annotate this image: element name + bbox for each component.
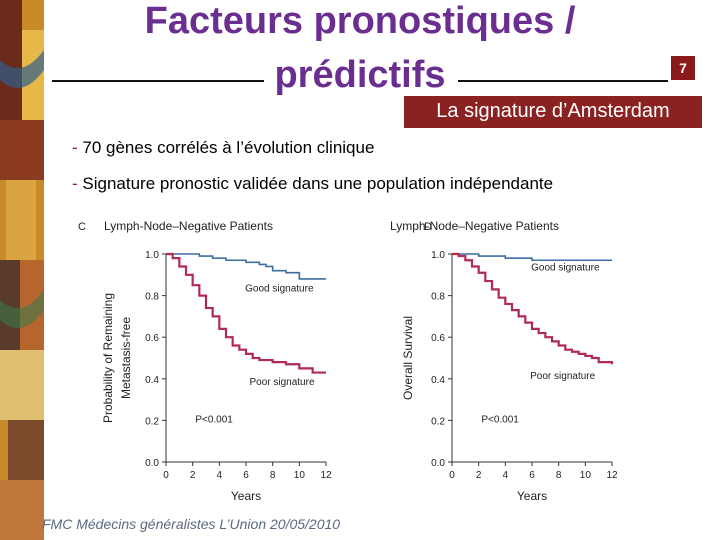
y-tick-label: 0.2 (431, 416, 445, 427)
x-tick-label: 12 (320, 470, 332, 481)
series-label: Good signature (245, 283, 314, 294)
panel-letter: D (424, 221, 432, 233)
x-tick-label: 12 (606, 470, 618, 481)
y-tick-label: 0.0 (431, 458, 445, 469)
x-tick-label: 2 (190, 470, 196, 481)
bullet-text: 70 gènes corrélés à l’évolution clinique (77, 138, 375, 157)
slide-footer: FMC Médecins généralistes L’Union 20/05/… (42, 516, 341, 532)
x-axis-label: Years (517, 489, 547, 503)
slide-title-line-1: Facteurs pronostiques / (144, 0, 576, 42)
x-tick-label: 10 (294, 470, 306, 481)
y-tick-label: 0.8 (145, 292, 159, 303)
y-axis-label: Metastasis-free (119, 317, 133, 399)
series-line (452, 252, 614, 365)
x-tick-label: 8 (270, 470, 276, 481)
y-tick-label: 0.2 (145, 416, 159, 427)
chart-title: Lymph-Node–Negative Patients (104, 219, 273, 233)
x-tick-label: 6 (529, 470, 535, 481)
y-tick-label: 0.6 (145, 333, 159, 344)
bullet-item: - Signature pronostic validée dans une p… (72, 174, 553, 194)
slide-subtitle: La signature d’Amsterdam (404, 96, 702, 128)
x-axis-label: Years (231, 489, 261, 503)
x-tick-label: 4 (217, 470, 223, 481)
series-label: Good signature (531, 263, 600, 274)
y-tick-label: 0.6 (431, 333, 445, 344)
bullet-text: Signature pronostic validée dans une pop… (77, 174, 554, 193)
title-rule-right (458, 80, 668, 82)
x-tick-label: 0 (163, 470, 169, 481)
bullet-item: - 70 gènes corrélés à l’évolution cliniq… (72, 138, 374, 158)
y-tick-label: 0.8 (431, 292, 445, 303)
y-axis-label: Overall Survival (401, 316, 415, 400)
x-tick-label: 8 (556, 470, 562, 481)
y-tick-label: 0.0 (145, 458, 159, 469)
chart-title: Lymph-Node–Negative Patients (390, 219, 559, 233)
series-line (166, 253, 326, 280)
series-label: Poor signature (249, 377, 314, 388)
title-rule-left (52, 80, 264, 82)
p-value-annotation: P<0.001 (481, 414, 519, 425)
series-line (166, 252, 326, 374)
bullet-dash: - (72, 138, 78, 157)
x-tick-label: 6 (243, 470, 249, 481)
bullet-dash: - (72, 174, 78, 193)
km-charts: C Lymph-Node–Negative Patients 0.0 0.2 0.4 0.… (78, 219, 618, 503)
y-tick-label: 1.0 (431, 250, 445, 261)
x-tick-label: 0 (449, 470, 455, 481)
y-tick-label: 0.4 (145, 375, 159, 386)
y-tick-label: 0.4 (431, 375, 445, 386)
slide-number-badge: 7 (671, 56, 695, 80)
slide-title-line-2: prédictifs (274, 54, 446, 96)
decorative-art-strip (0, 0, 44, 540)
p-value-annotation: P<0.001 (195, 414, 233, 425)
panel-letter: C (78, 221, 86, 233)
x-tick-label: 10 (580, 470, 592, 481)
x-tick-label: 2 (476, 470, 482, 481)
y-axis-label: Probability of Remaining (101, 293, 115, 423)
series-label: Poor signature (530, 371, 595, 382)
x-tick-label: 4 (503, 470, 509, 481)
y-tick-label: 1.0 (145, 250, 159, 261)
series-line (452, 253, 612, 262)
